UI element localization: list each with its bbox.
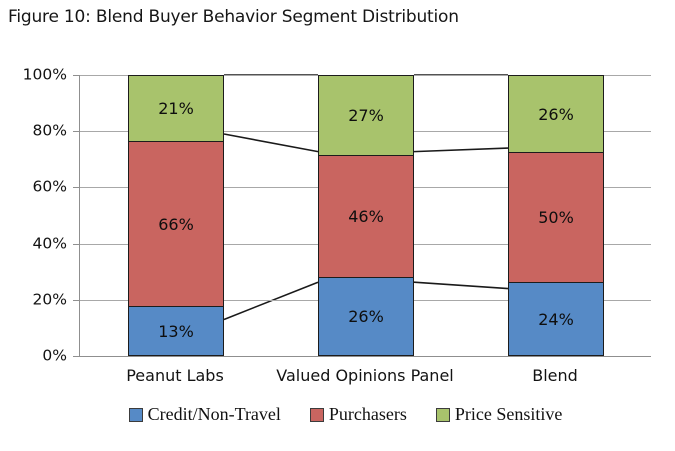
- y-tick-label: 100%: [22, 65, 67, 84]
- chart-title: Figure 10: Blend Buyer Behavior Segment …: [8, 7, 459, 27]
- legend-label: Price Sensitive: [454, 404, 563, 424]
- bar-segment: 26%: [318, 277, 414, 356]
- bar-segment: 46%: [318, 154, 414, 279]
- y-tick-label: 20%: [32, 290, 67, 309]
- axis-tick: [73, 299, 79, 301]
- x-category-label: Valued Opinions Panel: [276, 366, 454, 385]
- bar-segment: 26%: [508, 75, 604, 154]
- bar-segment: 21%: [128, 75, 224, 143]
- bar-segment: 66%: [128, 141, 224, 308]
- data-label: 24%: [538, 309, 574, 329]
- legend-swatch: [435, 407, 450, 422]
- legend-item: Credit/Non-Travel: [128, 404, 281, 425]
- axis-tick: [73, 187, 79, 189]
- legend-label: Purchasers: [328, 404, 407, 424]
- x-category-label: Peanut Labs: [126, 366, 224, 385]
- bar-segment: 27%: [318, 75, 414, 157]
- data-label: 13%: [158, 321, 194, 341]
- y-tick-label: 80%: [32, 121, 67, 140]
- stacked-bar-2: 27% 46% 26%: [318, 75, 414, 356]
- legend-swatch: [128, 407, 143, 422]
- legend-item: Price Sensitive: [435, 404, 563, 425]
- axis-tick: [73, 356, 79, 357]
- axis-tick: [73, 75, 79, 76]
- data-label: 66%: [158, 214, 194, 234]
- data-label: 27%: [348, 106, 384, 126]
- y-tick-label: 40%: [32, 234, 67, 253]
- plot-area: 21% 66% 13% 27% 46% 26% 26% 50% 24%: [73, 74, 651, 357]
- series-line: [413, 281, 509, 290]
- y-tick-label: 60%: [32, 178, 67, 197]
- data-label: 46%: [348, 207, 384, 227]
- data-label: 50%: [538, 208, 574, 228]
- stacked-bar-3: 26% 50% 24%: [508, 75, 604, 356]
- legend-item: Purchasers: [309, 404, 407, 425]
- legend-swatch: [309, 407, 324, 422]
- bar-segment: 50%: [508, 152, 604, 284]
- bar-segment: 24%: [508, 282, 604, 356]
- bar-segment: 13%: [128, 306, 224, 356]
- y-tick-label: 0%: [42, 346, 67, 365]
- stacked-bar-1: 21% 66% 13%: [128, 75, 224, 356]
- data-label: 26%: [348, 307, 384, 327]
- axis-tick: [73, 243, 79, 245]
- series-line: [223, 281, 319, 321]
- x-category-label: Blend: [532, 366, 578, 385]
- series-line: [223, 133, 319, 153]
- x-axis-labels: Peanut Labs Valued Opinions Panel Blend: [79, 366, 650, 388]
- data-label: 26%: [538, 104, 574, 124]
- legend-label: Credit/Non-Travel: [147, 404, 281, 424]
- series-line: [413, 147, 509, 153]
- data-label: 21%: [158, 99, 194, 119]
- axis-tick: [73, 131, 79, 133]
- legend: Credit/Non-Travel Purchasers Price Sensiti…: [0, 404, 675, 425]
